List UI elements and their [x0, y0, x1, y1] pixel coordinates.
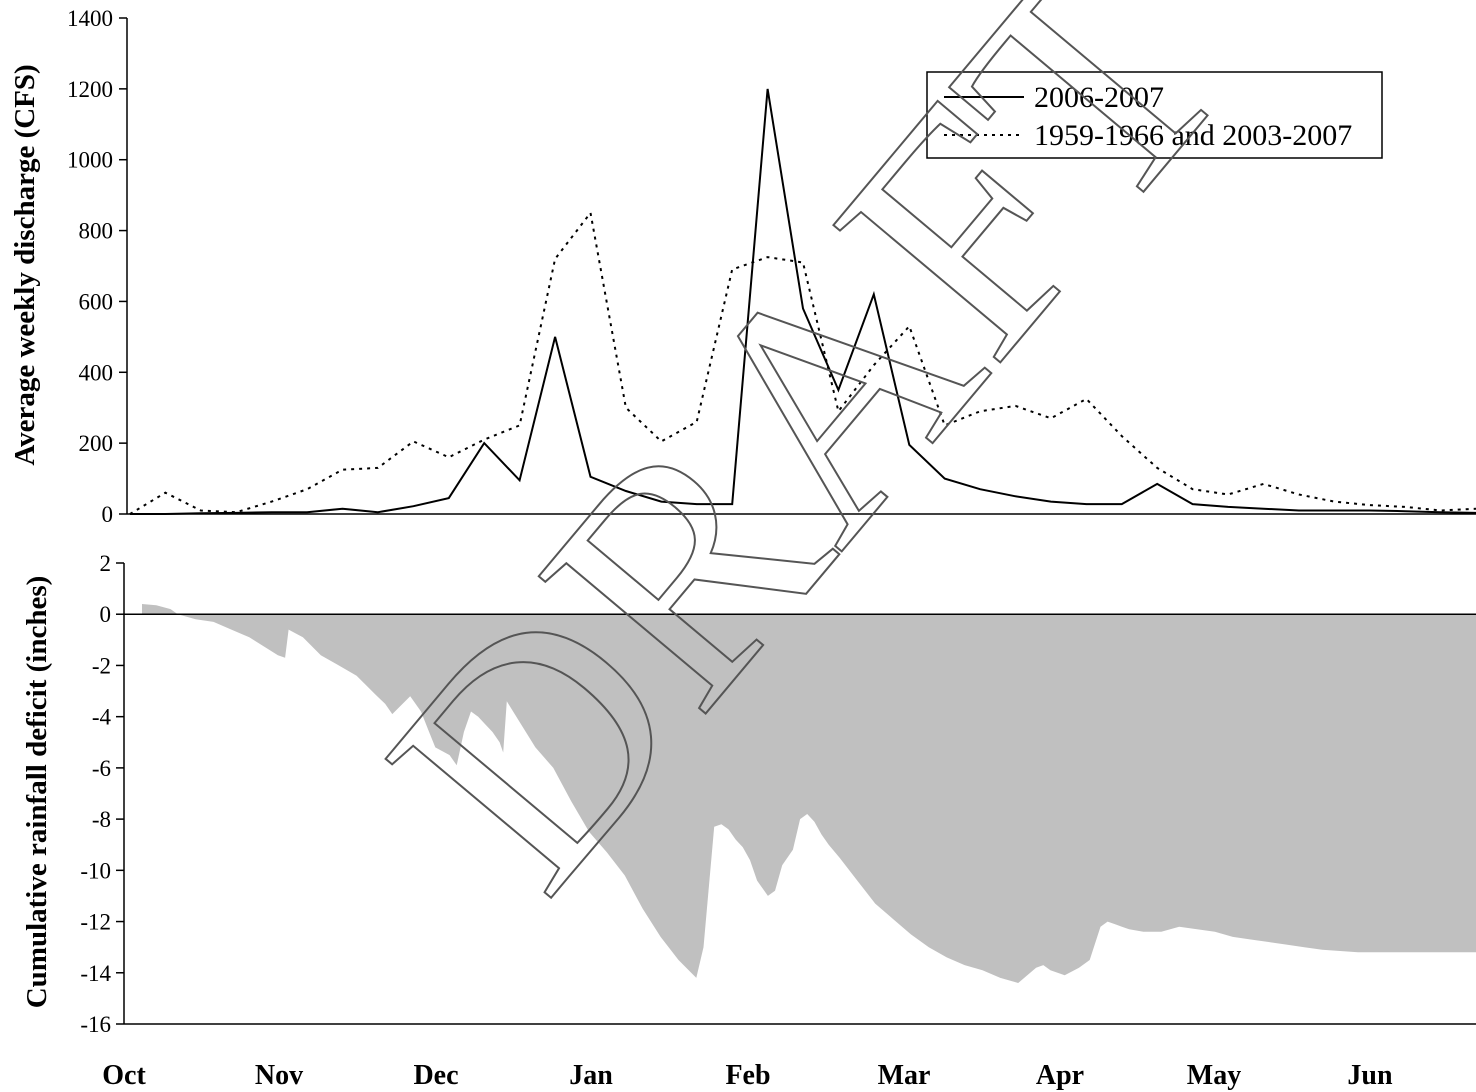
month-label-mar: Mar — [878, 1060, 931, 1091]
deficit-y-tick-label: -4 — [92, 705, 112, 730]
month-label-may: May — [1187, 1060, 1241, 1091]
month-label-oct: Oct — [102, 1060, 146, 1091]
discharge-y-tick-label: 400 — [79, 360, 114, 385]
discharge-y-tick-label: 1200 — [67, 77, 113, 102]
month-label-dec: Dec — [413, 1060, 458, 1091]
month-label-jan: Jan — [569, 1060, 613, 1091]
discharge-y-tick-label: 800 — [79, 219, 114, 244]
deficit-y-tick-label: -8 — [92, 807, 111, 832]
deficit-y-tick-label: 2 — [100, 551, 112, 576]
deficit-y-tick-label: -10 — [80, 858, 111, 883]
discharge-y-tick-label: 1000 — [67, 148, 113, 173]
discharge-y-tick-label: 0 — [102, 502, 114, 527]
legend-label-1959-1966-and-2003-2007: 1959-1966 and 2003-2007 — [1034, 119, 1352, 152]
deficit-y-tick-label: -12 — [80, 910, 111, 935]
deficit-y-tick-label: 0 — [100, 602, 112, 627]
discharge-y-axis-label: Average weekly discharge (CFS) — [9, 64, 41, 465]
discharge-y-ticks: 0 200 400 600 800 1000 1200 1400 — [67, 6, 127, 527]
month-label-feb: Feb — [725, 1060, 770, 1091]
discharge-y-tick-label: 200 — [79, 431, 114, 456]
deficit-y-tick-label: -6 — [92, 756, 111, 781]
deficit-y-tick-label: -14 — [80, 961, 111, 986]
discharge-y-tick-label: 1400 — [67, 6, 113, 31]
discharge-panel: 0 200 400 600 800 1000 1200 1400 Average weekly… — [9, 6, 1476, 527]
rainfall-deficit-panel: 2 0 -2 -4 -6 -8 -10 -12 -14 -16 Cumulative rainfa… — [21, 551, 1476, 1037]
discharge-y-tick-label: 600 — [79, 289, 114, 314]
month-labels: Oct Nov Dec Jan Feb Mar Apr May Jun — [102, 1060, 1393, 1091]
deficit-y-axis-label: Cumulative rainfall deficit (inches) — [21, 576, 53, 1009]
deficit-y-tick-label: -16 — [80, 1012, 111, 1037]
rainfall-deficit-area — [142, 604, 1476, 983]
deficit-y-tick-label: -2 — [92, 653, 111, 678]
legend: 2006-2007 1959-1966 and 2003-2007 — [926, 71, 1383, 159]
month-label-jun: Jun — [1347, 1060, 1393, 1091]
deficit-y-ticks: 2 0 -2 -4 -6 -8 -10 -12 -14 -16 — [80, 551, 124, 1037]
series-line-2006-2007 — [130, 88, 1476, 515]
legend-box — [926, 71, 1383, 159]
legend-label-2006-2007: 2006-2007 — [1034, 81, 1164, 114]
month-label-nov: Nov — [255, 1060, 303, 1091]
month-label-apr: Apr — [1036, 1060, 1084, 1091]
